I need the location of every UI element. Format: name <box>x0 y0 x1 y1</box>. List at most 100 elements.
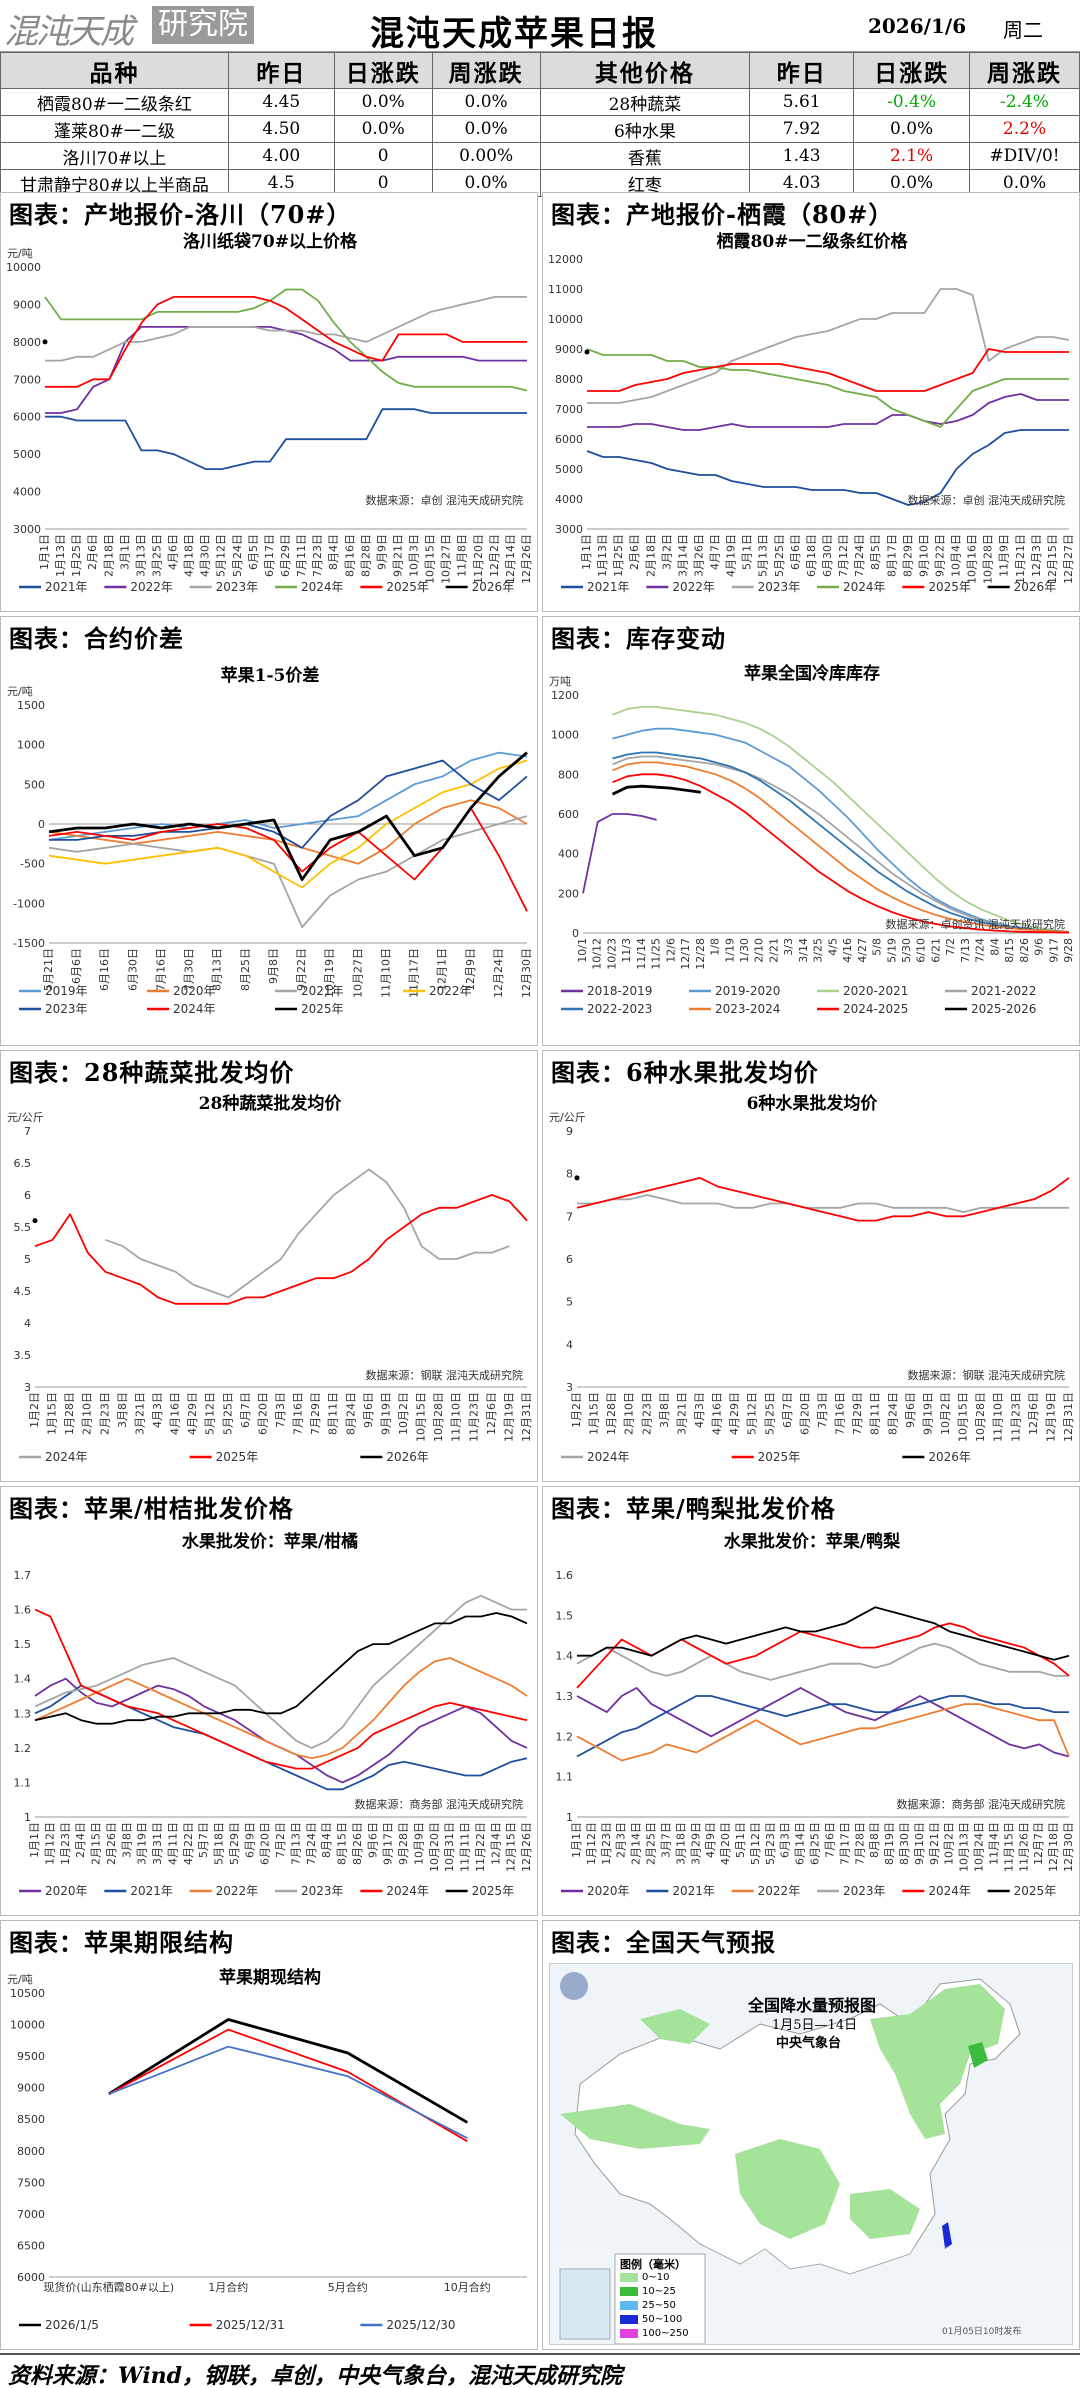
x-tick-label: 10月合约 <box>444 2280 491 2294</box>
y-axis-label: 元/公斤 <box>7 1111 44 1124</box>
report-weekday: 周二 <box>1003 18 1043 42</box>
y-tick-label: 7000 <box>13 373 41 386</box>
x-tick-label: 7月3日 <box>816 1392 829 1428</box>
legend-label: 2022年 <box>672 580 715 594</box>
y-tick-label: 1.4 <box>556 1650 574 1663</box>
x-tick-label: 4月19日 <box>725 534 738 577</box>
x-tick-label: 4月20日 <box>719 1822 732 1865</box>
x-tick-label: 1月25日 <box>612 534 625 577</box>
x-tick-label: 9月19日 <box>921 1392 934 1435</box>
x-tick-label: 8月4日 <box>327 534 340 570</box>
y-tick-label: 1.1 <box>14 1776 32 1789</box>
x-tick-label: 1月1日 <box>38 534 51 570</box>
legend-item: 100~250 <box>620 2326 689 2340</box>
x-tick-label: 4/5 <box>826 938 839 956</box>
x-tick-label: 7月24日 <box>853 534 866 577</box>
x-tick-label: 10月2日 <box>397 1392 410 1435</box>
x-tick-label: 6月6日 <box>789 534 802 570</box>
x-tick-label: 7月29日 <box>309 1392 322 1435</box>
y-tick-label: 7000 <box>555 403 583 416</box>
x-tick-label: 11月22日 <box>474 1822 487 1872</box>
y-tick-label: 1.1 <box>556 1771 574 1784</box>
y-tick-label: 3 <box>24 1381 31 1394</box>
x-tick-label: 5/8 <box>871 938 884 956</box>
series-line <box>612 727 1070 933</box>
x-tick-label: 5月1日 <box>734 1822 747 1858</box>
y-tick-label: 1500 <box>17 699 45 712</box>
legend-swatch <box>620 2314 638 2324</box>
x-tick-label: 6月14日 <box>794 1822 807 1865</box>
y-tick-label: 5.5 <box>14 1221 32 1234</box>
legend-item: 10~25 <box>620 2284 689 2298</box>
series-line <box>576 1695 1069 1758</box>
x-tick-label: 12/6 <box>664 938 677 963</box>
chart-source: 数据来源：商务部 混沌天成研究院 <box>897 1797 1066 1811</box>
series-line <box>576 1687 1070 1758</box>
x-tick-label: 7月6日 <box>823 1822 836 1858</box>
x-tick-label: 10月2日 <box>943 1822 956 1865</box>
x-tick-label: 10月9日 <box>412 1822 425 1865</box>
legend-label: 2026年 <box>1014 580 1057 594</box>
x-tick-label: 5月29日 <box>228 1822 241 1865</box>
x-tick-label: 12月9日 <box>464 948 477 991</box>
x-tick-label: 12月30日 <box>1062 1822 1075 1872</box>
x-tick-label: 12月1日 <box>436 948 449 991</box>
x-tick-label: 5月7日 <box>197 1822 210 1858</box>
panel-citrus: 图表：苹果/柑桔批发价格 水果批发价：苹果/柑橘 1 1.1 1.2 1.3 1.4 1.5… <box>0 1486 538 1916</box>
x-tick-label: 9月9日 <box>375 534 388 570</box>
y-tick-label: 6500 <box>17 2239 45 2252</box>
legend-label: 2024年 <box>587 1450 630 1464</box>
x-tick-label: 8月29日 <box>901 534 914 577</box>
x-tick-label: 12月27日 <box>1062 534 1075 584</box>
x-tick-label: 4月29日 <box>728 1392 741 1435</box>
y-tick-label: -1000 <box>13 897 45 910</box>
series-line <box>34 1612 528 1725</box>
x-tick-label: 10/12 <box>591 938 604 970</box>
legend-label: 2025年 <box>216 1450 259 1464</box>
chart-title: 水果批发价：苹果/柑橘 <box>182 1531 358 1552</box>
x-tick-label: 12月26日 <box>520 1822 533 1872</box>
y-tick-label: 7000 <box>17 2208 45 2221</box>
x-tick-label: 4月29日 <box>186 1392 199 1435</box>
x-tick-label: 3/25 <box>812 938 825 963</box>
y-tick-label: 3000 <box>555 523 583 536</box>
section-title: 图表：产地报价-洛川（70#） <box>9 200 352 229</box>
x-tick-label: 1月12日 <box>585 1822 598 1865</box>
section-title: 图表：合约价差 <box>9 624 184 653</box>
legend-label: 2023年 <box>45 1002 88 1016</box>
x-tick-label: 5月21日 <box>42 948 55 991</box>
series-point <box>42 339 48 345</box>
x-tick-label: 1月1日 <box>580 534 593 570</box>
legend-item: 50~100 <box>620 2312 689 2326</box>
x-tick-label: 2月4日 <box>74 1822 87 1858</box>
legend-item: 25~50 <box>620 2298 689 2312</box>
price-cell-owchg: 2.2% <box>969 115 1080 143</box>
x-tick-label: 11月21日 <box>1014 534 1027 584</box>
x-tick-label: 5月12日 <box>749 1822 762 1865</box>
map-legend: 0~10 10~25 25~50 50~100 100~250 <box>620 2270 689 2340</box>
y-tick-label: 1.7 <box>14 1569 32 1582</box>
series-line <box>34 1194 528 1305</box>
x-tick-label: 12月4日 <box>489 1822 502 1865</box>
y-tick-label: 12000 <box>548 253 583 266</box>
x-tick-label: 2月25日 <box>645 1822 658 1865</box>
x-tick-label: 10月4日 <box>950 534 963 577</box>
y-tick-label: 5 <box>566 1296 573 1309</box>
chart-title: 6种水果批发均价 <box>747 1093 879 1114</box>
x-tick-label: 6月30日 <box>126 948 139 991</box>
chart-source: 数据来源：卓创 混沌天成研究院 <box>366 493 524 507</box>
y-tick-label: 4000 <box>555 493 583 506</box>
legend-label: 2024年 <box>386 1884 429 1898</box>
legend-label: 2020年 <box>587 1884 630 1898</box>
x-tick-label: 10月28日 <box>974 1392 987 1442</box>
x-tick-label: 7月24日 <box>305 1822 318 1865</box>
x-tick-label: 1月2日 <box>28 1392 41 1428</box>
y-tick-label: 5000 <box>13 448 41 461</box>
chart-title: 洛川纸袋70#以上价格 <box>183 231 358 252</box>
price-cell-oname: 6种水果 <box>539 115 751 143</box>
x-tick-label: 5月18日 <box>213 1822 226 1865</box>
y-tick-label: 10000 <box>548 313 583 326</box>
y-tick-label: 5000 <box>555 463 583 476</box>
x-tick-label: 8月24日 <box>886 1392 899 1435</box>
